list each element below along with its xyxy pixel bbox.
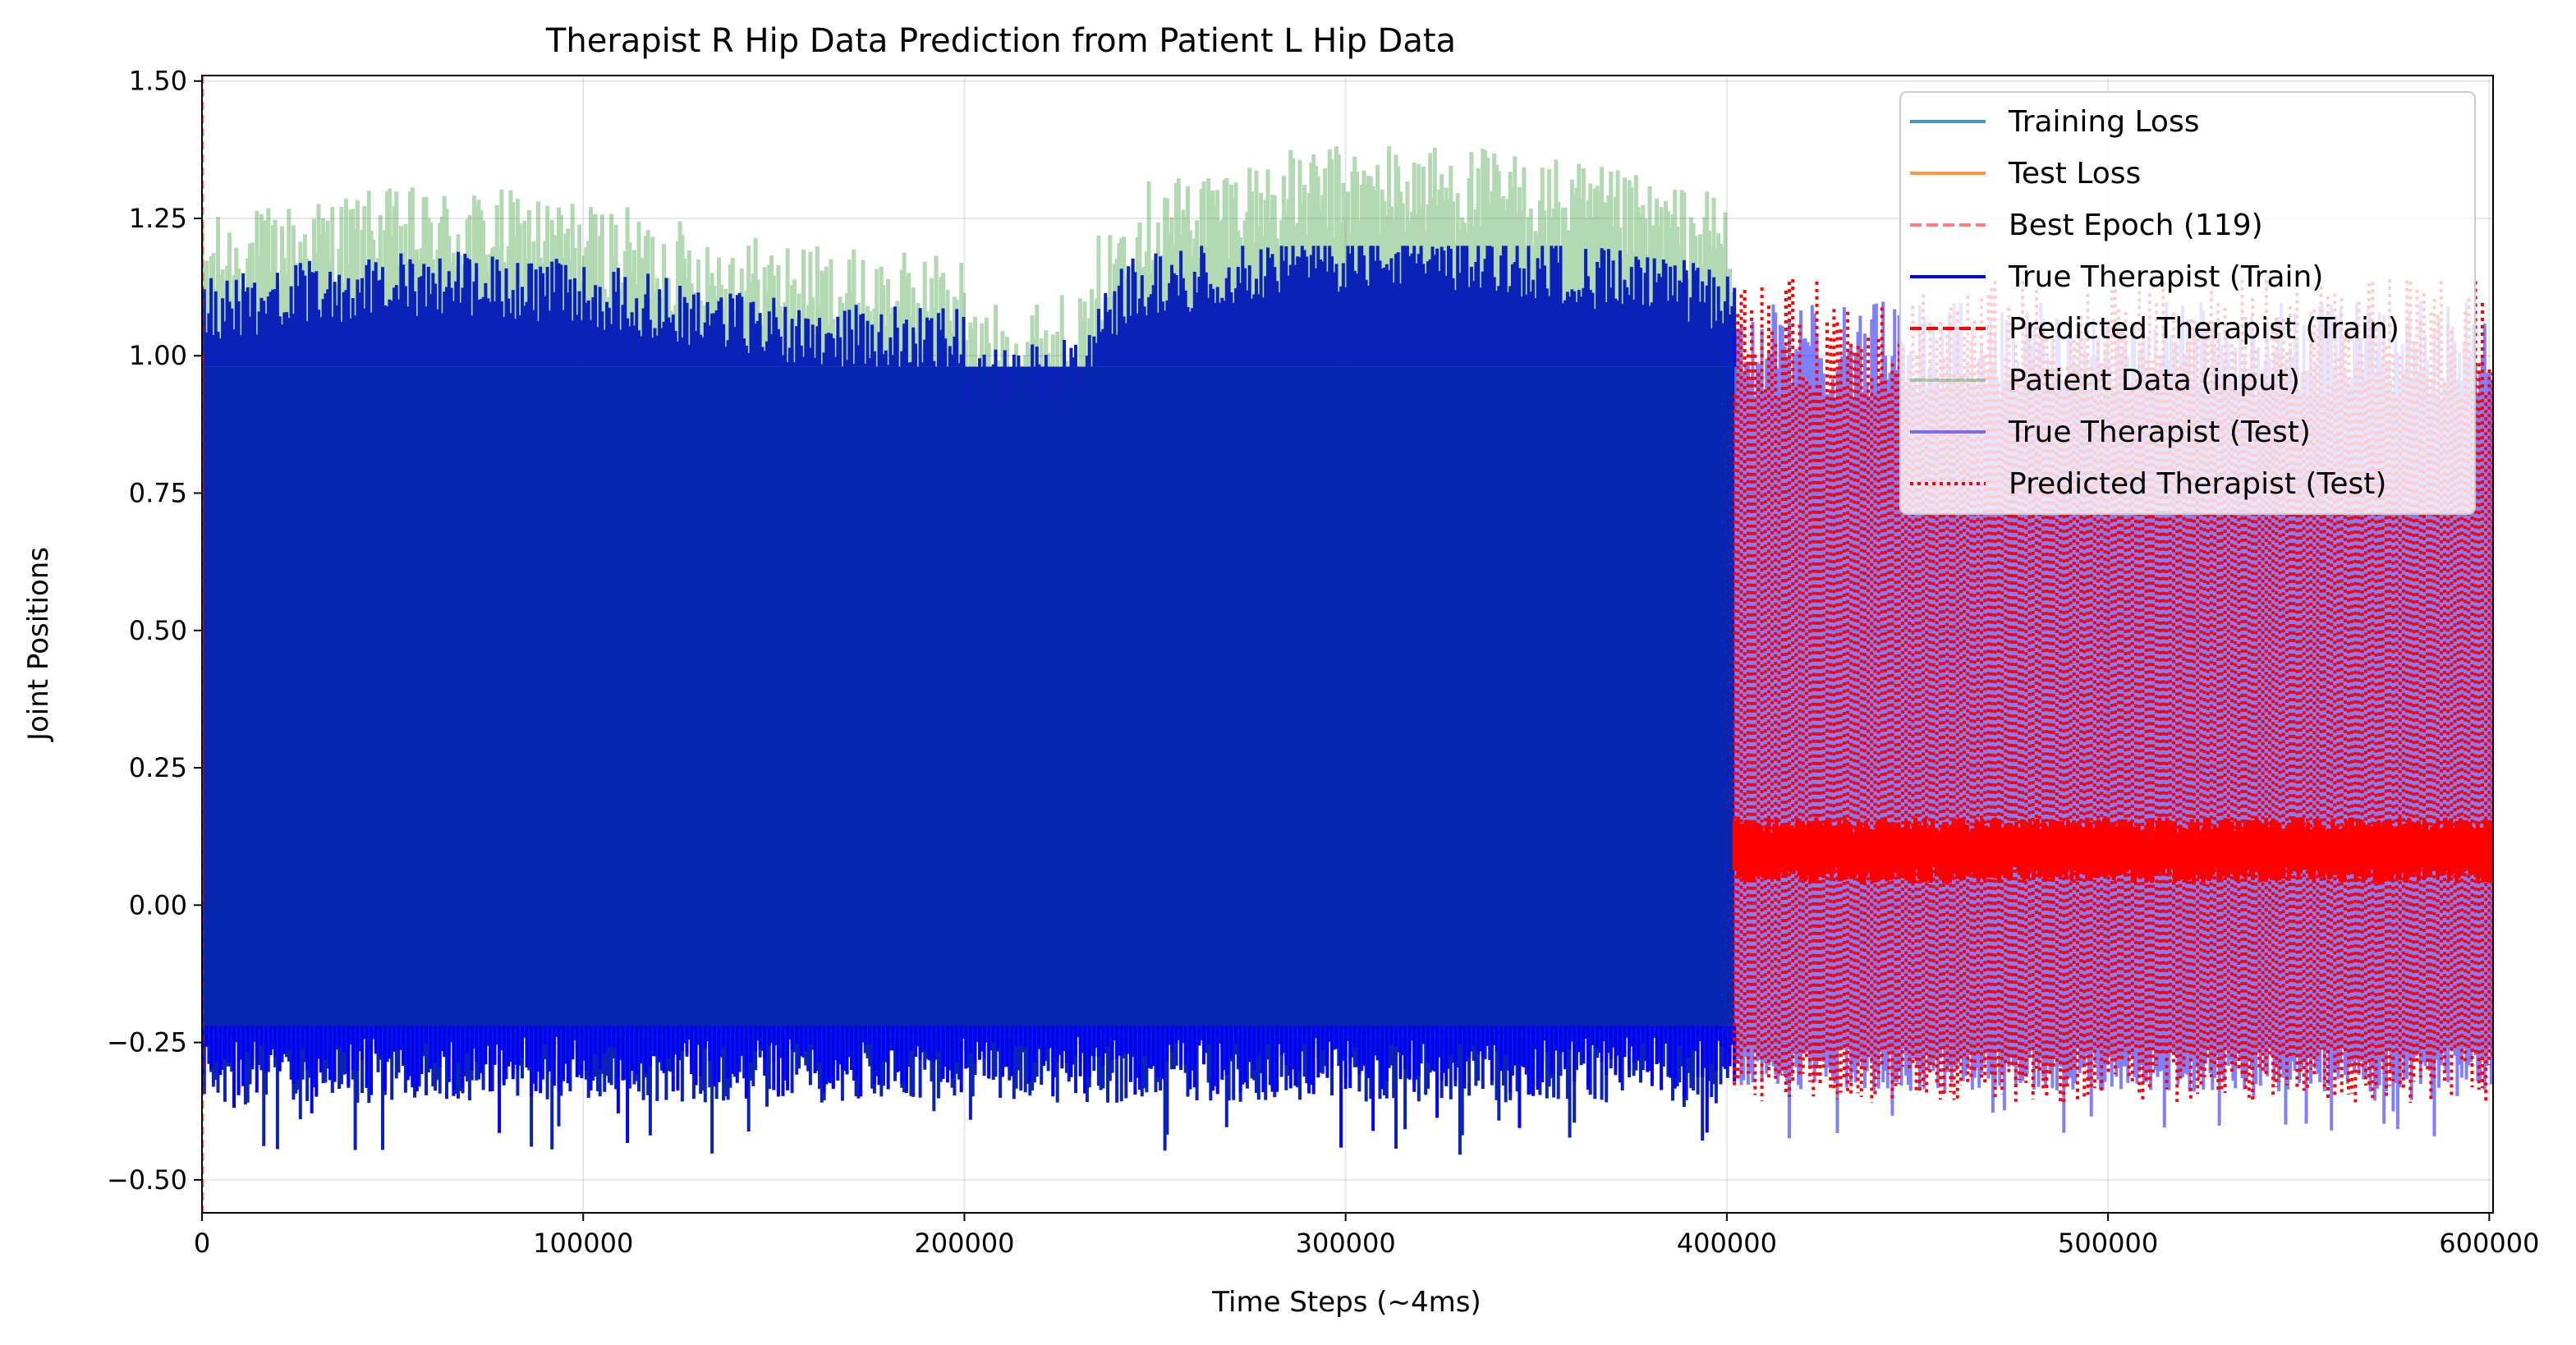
chart-title: Therapist R Hip Data Prediction from Pat…	[545, 22, 1456, 60]
plot-frame	[201, 75, 2494, 1214]
y-tick-label: 1.00	[129, 340, 187, 371]
legend-label: Predicted Therapist (Test)	[2009, 467, 2386, 501]
true-therapist-train-low-spikes	[202, 1026, 1737, 1148]
predicted-therapist-test-line	[1733, 279, 2493, 1104]
legend-items: Training Loss Test Loss Best Epoch (119) Tr…	[1910, 105, 2399, 501]
legend-label: Test Loss	[2008, 157, 2141, 191]
true-therapist-train-series	[202, 246, 1737, 1155]
y-tick-label: 1.25	[129, 203, 187, 234]
x-tick-label: 0	[194, 1228, 210, 1259]
x-tick-label: 200000	[914, 1228, 1014, 1259]
legend-box	[1899, 91, 2476, 515]
x-axis-ticks: 0 100000 200000 300000 400000 500000 600000	[194, 1213, 2539, 1259]
legend-label: Best Epoch (119)	[2009, 209, 2263, 242]
x-tick-label: 100000	[533, 1228, 633, 1259]
predicted-therapist-test-mean-band	[1732, 817, 2493, 884]
y-tick-label: 0.25	[129, 752, 187, 783]
y-axis-ticks: −0.50 −0.25 0.00 0.25 0.50 0.75 1.00 1.25 1.50	[107, 66, 202, 1196]
x-tick-label: 400000	[1677, 1228, 1777, 1259]
y-tick-label: 0.50	[129, 615, 187, 646]
y-tick-label: −0.50	[107, 1164, 187, 1196]
y-tick-label: 0.00	[129, 889, 187, 920]
x-tick-label: 500000	[2058, 1228, 2158, 1259]
y-tick-label: 0.75	[129, 478, 187, 509]
predicted-therapist-test-series	[1732, 279, 2493, 1104]
y-tick-label: −0.25	[107, 1027, 187, 1058]
x-tick-label: 300000	[1296, 1228, 1396, 1259]
legend-label: Predicted Therapist (Train)	[2009, 312, 2399, 346]
y-axis-label: Joint Positions	[22, 547, 55, 742]
x-tick-label: 600000	[2439, 1228, 2539, 1259]
legend-label: True Therapist (Test)	[2008, 415, 2311, 449]
legend: Training Loss Test Loss Best Epoch (119) Tr…	[1899, 91, 2476, 515]
legend-label: True Therapist (Train)	[2008, 260, 2323, 294]
x-axis-label: Time Steps (~4ms)	[1211, 1286, 1481, 1319]
legend-label: Training Loss	[2008, 105, 2199, 139]
true-therapist-train-fill	[202, 366, 1735, 1037]
y-tick-label: 1.50	[129, 66, 187, 97]
legend-label: Patient Data (input)	[2009, 364, 2300, 397]
